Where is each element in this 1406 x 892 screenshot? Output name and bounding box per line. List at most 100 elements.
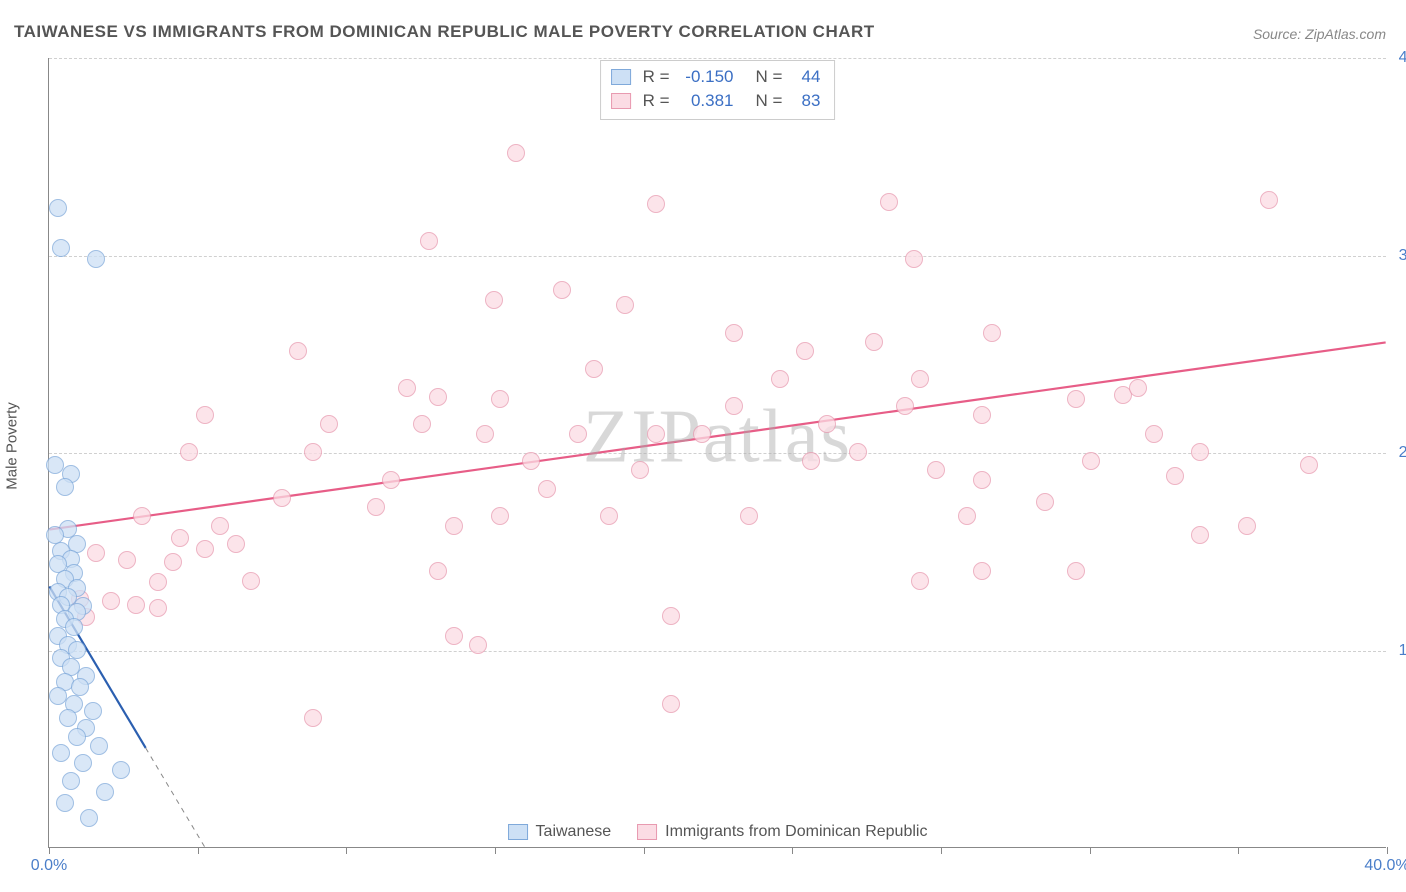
legend-label: Taiwanese	[536, 823, 612, 841]
legend-stats: R =-0.150N =44R =0.381N =83	[600, 60, 836, 120]
data-point	[429, 388, 447, 406]
x-tick	[1090, 847, 1091, 854]
data-point	[647, 425, 665, 443]
data-point	[880, 193, 898, 211]
data-point	[49, 199, 67, 217]
data-point	[911, 572, 929, 590]
data-point	[973, 562, 991, 580]
y-tick-label: 20.0%	[1392, 444, 1406, 462]
data-point	[818, 415, 836, 433]
data-point	[1145, 425, 1163, 443]
data-point	[273, 489, 291, 507]
data-point	[227, 535, 245, 553]
data-point	[485, 291, 503, 309]
data-point	[382, 471, 400, 489]
data-point	[896, 397, 914, 415]
data-point	[180, 443, 198, 461]
data-point	[445, 517, 463, 535]
data-point	[585, 360, 603, 378]
data-point	[127, 596, 145, 614]
data-point	[522, 452, 540, 470]
data-point	[927, 461, 945, 479]
legend-swatch	[611, 69, 631, 85]
data-point	[1082, 452, 1100, 470]
data-point	[865, 333, 883, 351]
data-point	[1067, 390, 1085, 408]
data-point	[1191, 443, 1209, 461]
x-tick	[198, 847, 199, 854]
data-point	[68, 728, 86, 746]
data-point	[1129, 379, 1147, 397]
data-point	[1191, 526, 1209, 544]
r-value: 0.381	[678, 91, 734, 111]
data-point	[56, 794, 74, 812]
legend-label: Immigrants from Dominican Republic	[665, 823, 927, 841]
n-label: N =	[756, 67, 783, 87]
data-point	[304, 709, 322, 727]
data-point	[65, 618, 83, 636]
data-point	[1300, 456, 1318, 474]
data-point	[320, 415, 338, 433]
r-value: -0.150	[678, 67, 734, 87]
data-point	[616, 296, 634, 314]
data-point	[693, 425, 711, 443]
x-tick	[346, 847, 347, 854]
data-point	[631, 461, 649, 479]
x-tick	[644, 847, 645, 854]
data-point	[118, 551, 136, 569]
legend-swatch	[637, 824, 657, 840]
r-label: R =	[643, 91, 670, 111]
data-point	[90, 737, 108, 755]
data-point	[445, 627, 463, 645]
data-point	[52, 744, 70, 762]
data-point	[973, 406, 991, 424]
data-point	[771, 370, 789, 388]
data-point	[149, 599, 167, 617]
data-point	[196, 406, 214, 424]
data-point	[1166, 467, 1184, 485]
data-point	[973, 471, 991, 489]
gridline	[49, 58, 1386, 59]
legend-stats-row: R =0.381N =83	[611, 89, 821, 113]
data-point	[725, 397, 743, 415]
data-point	[569, 425, 587, 443]
data-point	[413, 415, 431, 433]
data-point	[725, 324, 743, 342]
data-point	[398, 379, 416, 397]
data-point	[56, 478, 74, 496]
legend-item: Immigrants from Dominican Republic	[637, 823, 927, 841]
data-point	[802, 452, 820, 470]
data-point	[96, 783, 114, 801]
data-point	[242, 572, 260, 590]
data-point	[553, 281, 571, 299]
y-tick-label: 40.0%	[1392, 49, 1406, 67]
data-point	[662, 695, 680, 713]
data-point	[491, 390, 509, 408]
data-point	[905, 250, 923, 268]
data-point	[133, 507, 151, 525]
plot-area: ZIPatlas 10.0%20.0%30.0%40.0% R =-0.150N…	[48, 58, 1386, 848]
data-point	[958, 507, 976, 525]
data-point	[983, 324, 1001, 342]
source-label: Source: ZipAtlas.com	[1253, 26, 1386, 42]
gridline	[49, 651, 1386, 652]
data-point	[87, 544, 105, 562]
data-point	[112, 761, 130, 779]
n-label: N =	[756, 91, 783, 111]
data-point	[367, 498, 385, 516]
legend-swatch	[508, 824, 528, 840]
data-point	[87, 250, 105, 268]
data-point	[211, 517, 229, 535]
x-tick-label: 0.0%	[31, 857, 67, 875]
r-label: R =	[643, 67, 670, 87]
x-tick-label: 40.0%	[1364, 857, 1406, 875]
legend-stats-row: R =-0.150N =44	[611, 65, 821, 89]
data-point	[740, 507, 758, 525]
data-point	[149, 573, 167, 591]
data-point	[538, 480, 556, 498]
data-point	[911, 370, 929, 388]
data-point	[1238, 517, 1256, 535]
data-point	[796, 342, 814, 360]
data-point	[52, 239, 70, 257]
y-tick-label: 10.0%	[1392, 642, 1406, 660]
